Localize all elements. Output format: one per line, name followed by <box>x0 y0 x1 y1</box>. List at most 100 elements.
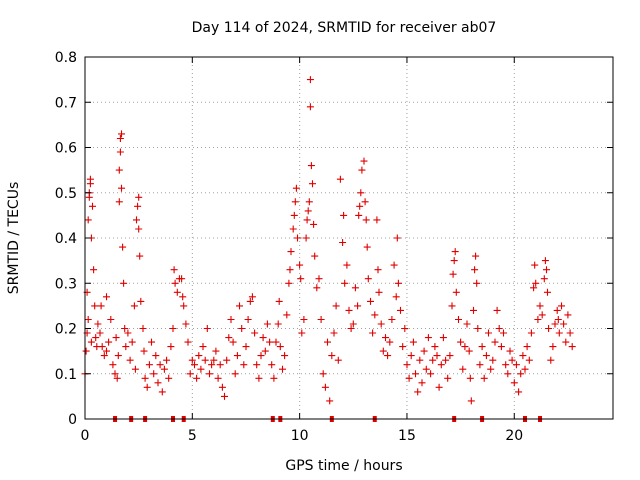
data-point <box>388 316 396 323</box>
data-point <box>310 220 318 228</box>
data-point <box>257 352 265 360</box>
data-point <box>118 130 125 138</box>
data-point <box>305 198 313 206</box>
data-point <box>276 343 284 351</box>
data-point <box>158 388 166 396</box>
data-point <box>251 329 259 337</box>
data-point <box>199 343 207 351</box>
y-tick-label: 0.3 <box>55 276 77 292</box>
data-point <box>354 302 362 310</box>
data-point <box>427 370 435 378</box>
data-point <box>405 374 413 382</box>
data-point <box>253 361 261 369</box>
data-point <box>450 257 458 265</box>
data-point <box>452 288 460 296</box>
data-point <box>386 338 394 346</box>
data-point <box>437 361 445 369</box>
data-point <box>336 175 344 183</box>
x-tick-label: 5 <box>188 428 197 444</box>
data-point <box>296 261 304 269</box>
data-point <box>530 284 538 292</box>
data-point <box>334 356 342 364</box>
data-point <box>206 370 213 378</box>
data-point <box>351 284 359 292</box>
data-point <box>297 275 305 283</box>
data-point <box>216 361 224 369</box>
data-point <box>393 234 401 242</box>
data-point <box>399 343 407 351</box>
data-point <box>156 361 164 369</box>
data-point <box>279 365 286 373</box>
data-point <box>188 356 196 364</box>
data-point <box>510 379 518 387</box>
data-point <box>221 392 228 400</box>
data-point <box>549 343 557 351</box>
data-point <box>433 352 441 360</box>
data-point <box>448 302 456 310</box>
data-point <box>420 347 428 355</box>
data-point <box>121 325 129 332</box>
data-point <box>551 320 559 328</box>
data-point <box>418 379 426 387</box>
data-point <box>328 352 336 360</box>
data-point <box>84 216 92 224</box>
data-point <box>362 216 370 224</box>
data-point <box>268 361 276 369</box>
data-point <box>547 356 555 364</box>
data-point <box>212 347 220 355</box>
data-point <box>109 361 117 369</box>
y-tick-label: 0.7 <box>55 95 77 111</box>
data-point <box>275 297 283 305</box>
data-point <box>184 338 192 346</box>
x-tick-label: 10 <box>291 428 309 444</box>
data-point <box>294 234 301 242</box>
data-point <box>133 216 140 224</box>
data-point <box>487 365 495 373</box>
data-point <box>315 275 323 283</box>
data-point <box>122 343 130 351</box>
data-point <box>229 338 237 346</box>
data-point <box>287 248 295 256</box>
data-point <box>240 361 248 369</box>
data-point <box>246 297 254 305</box>
x-axis-ticks: 0 5 10 15 20 <box>81 57 523 444</box>
data-point <box>495 325 503 332</box>
y-tick-label: 0.6 <box>55 141 77 157</box>
data-point <box>343 261 351 269</box>
y-tick-label: 0.4 <box>55 231 77 247</box>
data-point <box>165 374 173 382</box>
data-point <box>298 329 306 337</box>
data-point <box>178 275 186 283</box>
data-point <box>171 279 179 287</box>
data-point <box>300 316 308 323</box>
y-tick-label: 0.8 <box>55 50 77 66</box>
data-point <box>451 248 459 256</box>
data-point <box>358 166 366 174</box>
data-point <box>409 338 417 346</box>
data-point <box>136 252 144 260</box>
data-point <box>392 293 400 301</box>
data-point <box>141 374 149 382</box>
data-point <box>97 302 105 310</box>
chart-title: Day 114 of 2024, SRMTID for receiver ab0… <box>192 20 497 36</box>
data-point <box>374 266 382 274</box>
data-point <box>373 216 381 224</box>
data-point <box>508 356 516 364</box>
data-point <box>311 252 319 260</box>
data-point <box>536 302 544 310</box>
data-point <box>455 316 462 323</box>
data-point <box>463 320 471 328</box>
data-point <box>98 343 106 351</box>
data-point <box>94 320 102 328</box>
data-point <box>154 379 162 387</box>
data-point <box>500 329 507 337</box>
data-point <box>126 356 134 364</box>
data-point <box>459 365 467 373</box>
data-point <box>210 356 218 364</box>
data-point <box>439 334 447 342</box>
data-point <box>485 329 492 337</box>
data-point <box>86 175 94 183</box>
data-point <box>568 343 576 351</box>
data-point <box>130 302 138 310</box>
data-point <box>266 338 274 346</box>
